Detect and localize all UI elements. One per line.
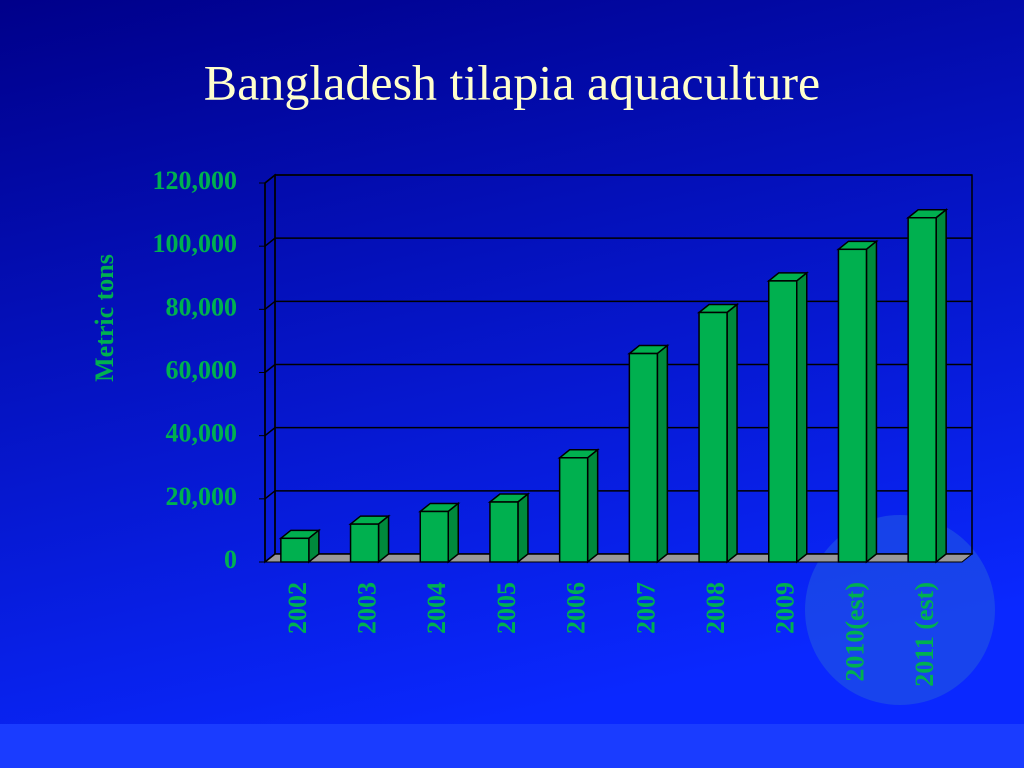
x-tick-label: 2006 [562, 582, 591, 634]
chart-title: Bangladesh tilapia aquaculture [204, 54, 820, 110]
grid-line [264, 237, 972, 247]
x-tick-label: 2009 [771, 582, 800, 634]
bar [837, 248, 868, 563]
globe-decoration [805, 515, 995, 705]
x-tick-label: 2004 [422, 582, 451, 634]
bar [628, 352, 659, 563]
bar [489, 501, 519, 563]
grid-line [264, 363, 972, 374]
x-tick-label: 2007 [631, 582, 660, 634]
y-tick-label: 40,000 [166, 419, 238, 448]
bar-side [656, 343, 669, 564]
bar-side [726, 302, 738, 564]
y-tick-label: 20,000 [166, 482, 238, 511]
bar [280, 537, 310, 563]
bar-side [935, 208, 947, 564]
y-tick-label: 0 [224, 545, 237, 574]
bar-side [517, 492, 529, 564]
grid-line [264, 490, 972, 500]
x-tick-label: 2010(est) [840, 582, 869, 682]
bar [419, 510, 449, 563]
x-tick-label: 2005 [492, 582, 521, 634]
grid-line [264, 553, 972, 563]
bar-side [796, 271, 808, 564]
bar [698, 311, 728, 563]
grid-line [264, 300, 972, 310]
bar-side [377, 514, 390, 564]
x-tick-label: 2011 (est) [910, 582, 939, 687]
bar [768, 280, 798, 563]
grid-line [264, 174, 972, 184]
y-tick-label: 80,000 [166, 292, 238, 321]
bar-side [586, 448, 599, 564]
bar [907, 216, 937, 563]
bar [558, 457, 589, 563]
x-tick-label: 2003 [353, 582, 382, 634]
bar [349, 523, 380, 563]
bar-side [447, 501, 459, 564]
grid-line [264, 426, 972, 437]
x-tick-label: 2008 [701, 582, 730, 634]
x-tick-label: 2002 [283, 582, 312, 634]
y-tick-label: 100,000 [153, 229, 238, 258]
footer-band [0, 724, 1024, 768]
y-tick-label: 60,000 [166, 355, 238, 384]
y-tick-label: 120,000 [153, 166, 238, 195]
bar-side [865, 239, 878, 564]
y-axis-label: Metric tons [90, 254, 119, 382]
